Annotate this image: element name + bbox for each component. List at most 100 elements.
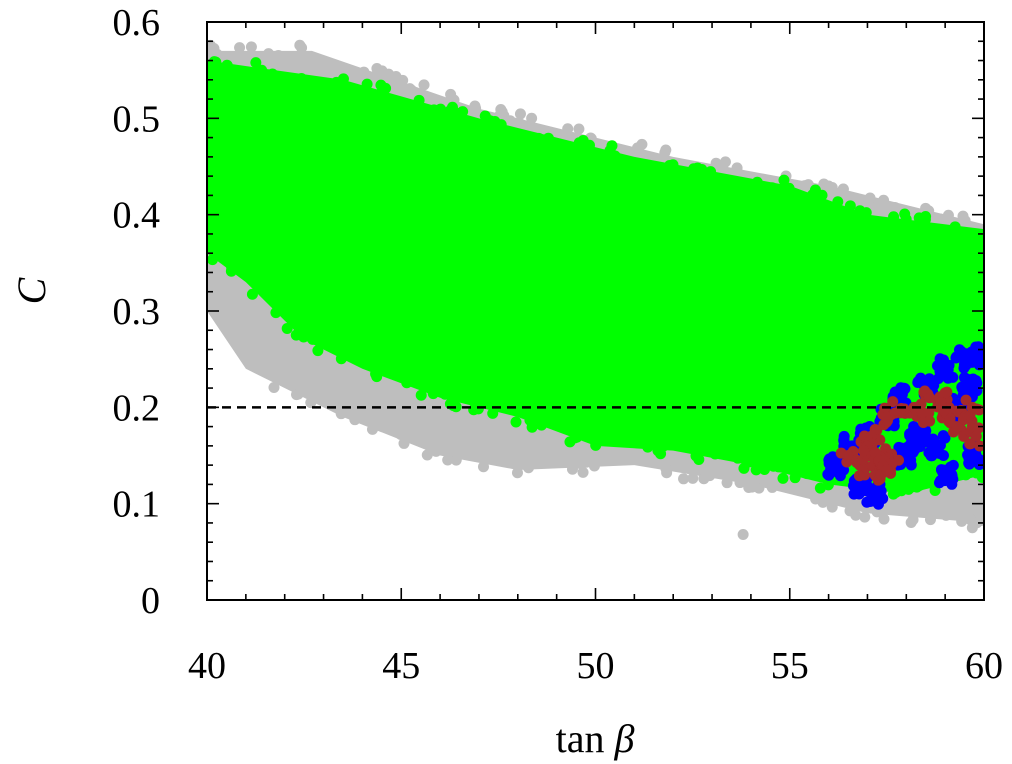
data-point [361,78,373,90]
data-point [664,160,676,172]
data-point [912,375,924,387]
data-point [335,353,347,365]
data-point [281,322,293,334]
data-point [925,450,937,462]
data-point [207,39,216,51]
data-point [960,394,972,406]
data-point [234,42,246,54]
data-point [468,404,480,416]
y-tick-label: 0.5 [113,98,161,140]
data-point [859,511,871,523]
data-point [524,414,536,426]
data-point [487,407,499,419]
data-point [837,183,849,195]
data-point [439,388,451,400]
data-point [817,492,829,504]
data-point [860,422,872,434]
data-point [759,464,771,476]
series-3 [835,385,984,486]
data-point [959,373,971,385]
data-point [349,414,361,426]
data-point [904,428,916,440]
data-point [588,460,600,472]
data-point [312,345,324,357]
data-point [370,368,382,380]
y-tick-label: 0 [141,580,160,622]
data-point [479,110,491,122]
data-point [413,94,425,106]
data-point [657,440,669,452]
data-point [738,462,750,474]
data-point [924,392,936,404]
data-point [937,449,949,461]
data-point [225,265,237,277]
data-point [932,223,944,235]
data-point [536,419,548,431]
data-point [973,422,984,434]
data-point [939,469,951,481]
data-point [369,70,381,82]
data-point [943,415,955,427]
data-point [887,396,899,408]
x-axis-label-symbol: β [613,716,634,761]
data-point [949,221,961,233]
data-point [504,115,516,127]
data-point [830,459,842,471]
data-point [931,440,943,452]
data-point [383,70,395,82]
data-point [913,218,925,230]
data-point [335,408,347,420]
data-point [933,477,945,489]
data-point [986,347,997,358]
data-point [690,450,702,462]
data-point [889,202,901,214]
data-point [838,430,850,442]
data-point [890,486,902,498]
data-point [899,208,911,220]
data-point [912,430,924,442]
data-point [970,450,982,461]
data-point [801,468,813,480]
data-point [858,445,870,457]
data-point [698,473,710,485]
data-point [514,108,526,120]
data-point [469,395,481,407]
data-point [696,163,708,175]
data-point [905,438,917,450]
data-point [768,460,780,472]
data-point [533,132,545,144]
data-point [960,469,972,481]
data-point [268,382,280,394]
data-point [395,428,407,440]
data-point [450,401,462,413]
data-point [428,104,440,116]
data-point [920,202,932,214]
data-point [442,454,454,466]
data-point [577,466,589,478]
data-point [210,56,222,68]
data-point [973,359,984,371]
data-point [878,194,890,206]
y-tick-label: 0.2 [113,387,161,429]
data-point [924,514,936,526]
data-point [778,174,790,186]
data-point [893,406,905,418]
data-point [878,513,890,525]
data-point [766,182,778,194]
data-point [719,156,731,168]
data-point [415,389,427,401]
x-axis-label-text: tan β [556,716,635,761]
data-point [945,461,957,473]
data-point [916,406,928,418]
data-point [743,476,755,488]
data-point [337,73,349,85]
data-point [562,123,574,135]
data-point [375,87,387,99]
data-point [290,329,302,341]
data-point [846,500,858,512]
data-point [750,464,762,476]
data-point [939,387,951,399]
x-axis-label-func: tan [556,716,615,761]
data-point [526,112,538,124]
